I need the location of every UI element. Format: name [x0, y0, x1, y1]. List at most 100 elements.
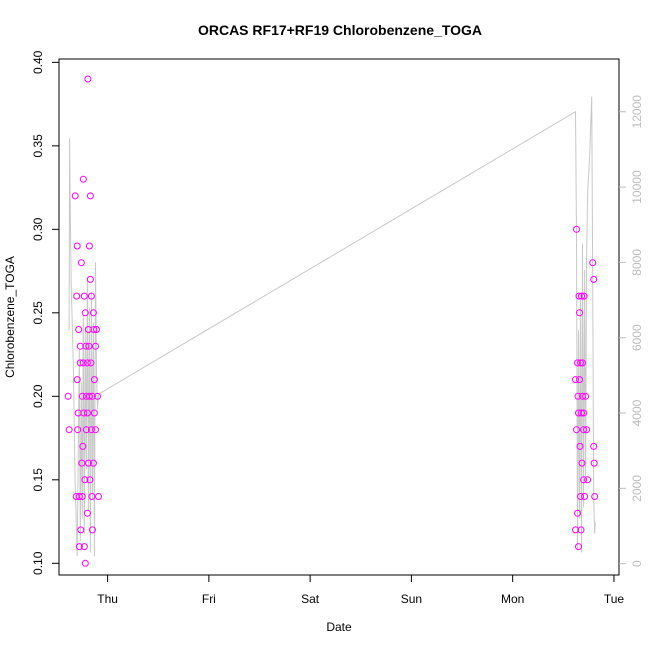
- x-tick-label: Sat: [301, 592, 320, 606]
- data-point: [75, 493, 83, 500]
- data-point: [85, 392, 93, 400]
- data-point: [93, 326, 100, 333]
- x-tick-label: Mon: [501, 592, 524, 606]
- data-points-layer: [64, 75, 599, 567]
- data-point: [87, 292, 95, 300]
- data-point: [77, 259, 85, 267]
- data-point: [80, 292, 88, 300]
- data-point: [81, 559, 89, 567]
- data-point: [581, 493, 589, 500]
- data-point: [574, 509, 581, 517]
- data-point: [590, 275, 598, 283]
- y-tick-label: 0.20: [31, 384, 45, 408]
- y2-tick-label: 12000: [630, 95, 644, 129]
- data-point: [85, 342, 93, 350]
- data-point: [76, 359, 84, 367]
- data-point: [83, 359, 91, 367]
- data-point: [583, 426, 591, 434]
- data-point: [576, 442, 584, 450]
- data-point: [73, 242, 81, 250]
- data-point: [87, 359, 95, 367]
- y2-tick-label: 8000: [630, 249, 644, 276]
- y-tick-label: 0.10: [31, 551, 45, 575]
- data-point: [75, 326, 83, 333]
- data-point: [88, 392, 96, 400]
- data-point: [590, 442, 598, 450]
- y-tick-label: 0.15: [31, 468, 45, 492]
- y-axis-label: Chlorobenzene_TOGA: [3, 256, 17, 378]
- data-point: [88, 493, 96, 500]
- data-point: [84, 75, 92, 83]
- data-point: [79, 442, 87, 450]
- data-point: [64, 392, 72, 400]
- data-point: [83, 409, 91, 417]
- data-point: [580, 409, 588, 417]
- x-axis: Thu Fri Sat Sun Mon Tue: [97, 574, 625, 606]
- data-point: [83, 509, 91, 517]
- data-point: [575, 409, 582, 417]
- data-point: [84, 459, 92, 467]
- data-point: [576, 309, 583, 317]
- data-point: [90, 326, 98, 333]
- data-point: [86, 476, 94, 484]
- data-point: [65, 426, 73, 434]
- data-point: [578, 459, 586, 467]
- data-point: [82, 342, 90, 350]
- data-point: [74, 426, 82, 434]
- data-point: [577, 526, 585, 534]
- y2-tick-label: 4000: [630, 399, 644, 426]
- y-tick-label: 0.25: [31, 301, 45, 325]
- data-point: [574, 359, 581, 367]
- data-point: [92, 342, 99, 350]
- chart-title: ORCAS RF17+RF19 Chlorobenzene_TOGA: [198, 22, 482, 38]
- data-point: [589, 259, 597, 267]
- x-tick-label: Tue: [604, 592, 625, 606]
- x-tick-label: Thu: [97, 592, 118, 606]
- data-point: [572, 376, 579, 384]
- data-point: [573, 426, 580, 434]
- data-point: [580, 476, 588, 484]
- y-tick-label: 0.40: [31, 50, 45, 74]
- data-point: [579, 359, 586, 367]
- data-point: [584, 476, 592, 484]
- y2-tick-label: 2000: [630, 475, 644, 502]
- data-point: [80, 543, 88, 551]
- y-tick-label: 0.30: [31, 217, 45, 241]
- y2-tick-label: 10000: [630, 170, 644, 204]
- data-point: [86, 275, 94, 283]
- data-point: [590, 459, 598, 467]
- x-tick-label: Fri: [202, 592, 216, 606]
- data-point: [73, 292, 81, 300]
- data-point: [95, 493, 102, 500]
- data-point: [78, 392, 86, 400]
- y2-tick-label: 0: [630, 560, 644, 567]
- data-point: [81, 476, 89, 484]
- data-point: [87, 426, 95, 434]
- x-tick-label: Sun: [401, 592, 422, 606]
- data-point: [577, 359, 584, 367]
- data-point: [89, 309, 97, 317]
- data-point: [82, 426, 90, 434]
- data-point: [591, 493, 599, 500]
- data-point: [577, 493, 584, 500]
- data-point: [582, 392, 590, 400]
- data-point: [94, 392, 101, 400]
- y2-tick-label: 6000: [630, 324, 644, 351]
- data-point: [90, 409, 98, 417]
- x-axis-label: Date: [326, 620, 352, 634]
- y-tick-label: 0.35: [31, 134, 45, 158]
- data-point: [85, 242, 93, 250]
- data-point: [573, 225, 580, 233]
- data-point: [579, 392, 586, 400]
- data-point: [73, 376, 81, 384]
- data-point: [580, 292, 588, 300]
- data-point: [88, 526, 96, 534]
- data-point: [78, 493, 86, 500]
- data-point: [79, 359, 87, 367]
- data-point: [580, 426, 588, 434]
- data-point: [79, 175, 87, 183]
- data-point: [80, 409, 88, 417]
- data-point: [89, 459, 97, 467]
